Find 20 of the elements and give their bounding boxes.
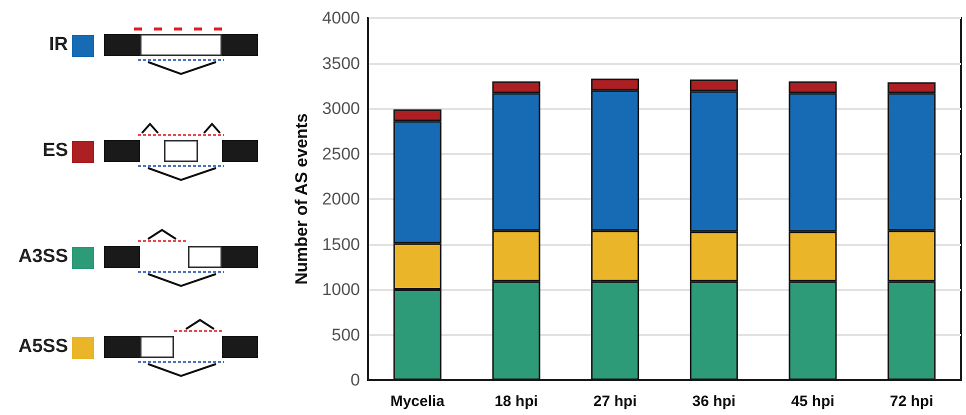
legend-label: IR [49, 34, 68, 56]
x-tick-label: 27 hpi [593, 393, 637, 410]
y-tick-label: 0 [350, 370, 360, 390]
legend-label: A3SS [18, 246, 68, 268]
y-tick-label: 3500 [322, 54, 360, 73]
y-tick-label: 2500 [322, 144, 360, 164]
y-tick-label: 500 [332, 325, 360, 344]
y-tick-label: 3000 [322, 99, 360, 118]
y-tick-label: 1500 [322, 234, 360, 254]
y-tick-label: 1000 [322, 280, 360, 299]
y-axis-title: Number of AS events [292, 113, 311, 285]
legend-label: ES [42, 140, 68, 162]
legend-label: A5SS [18, 336, 68, 358]
y-tick-label: 4000 [322, 8, 360, 28]
x-tick-label: 45 hpi [791, 393, 834, 410]
x-tick-label: 18 hpi [494, 393, 538, 410]
y-tick-label: 2000 [322, 190, 360, 208]
x-tick-label: Mycelia [390, 393, 446, 410]
x-tick-label: 72 hpi [890, 393, 934, 410]
x-tick-label: 36 hpi [692, 393, 736, 410]
